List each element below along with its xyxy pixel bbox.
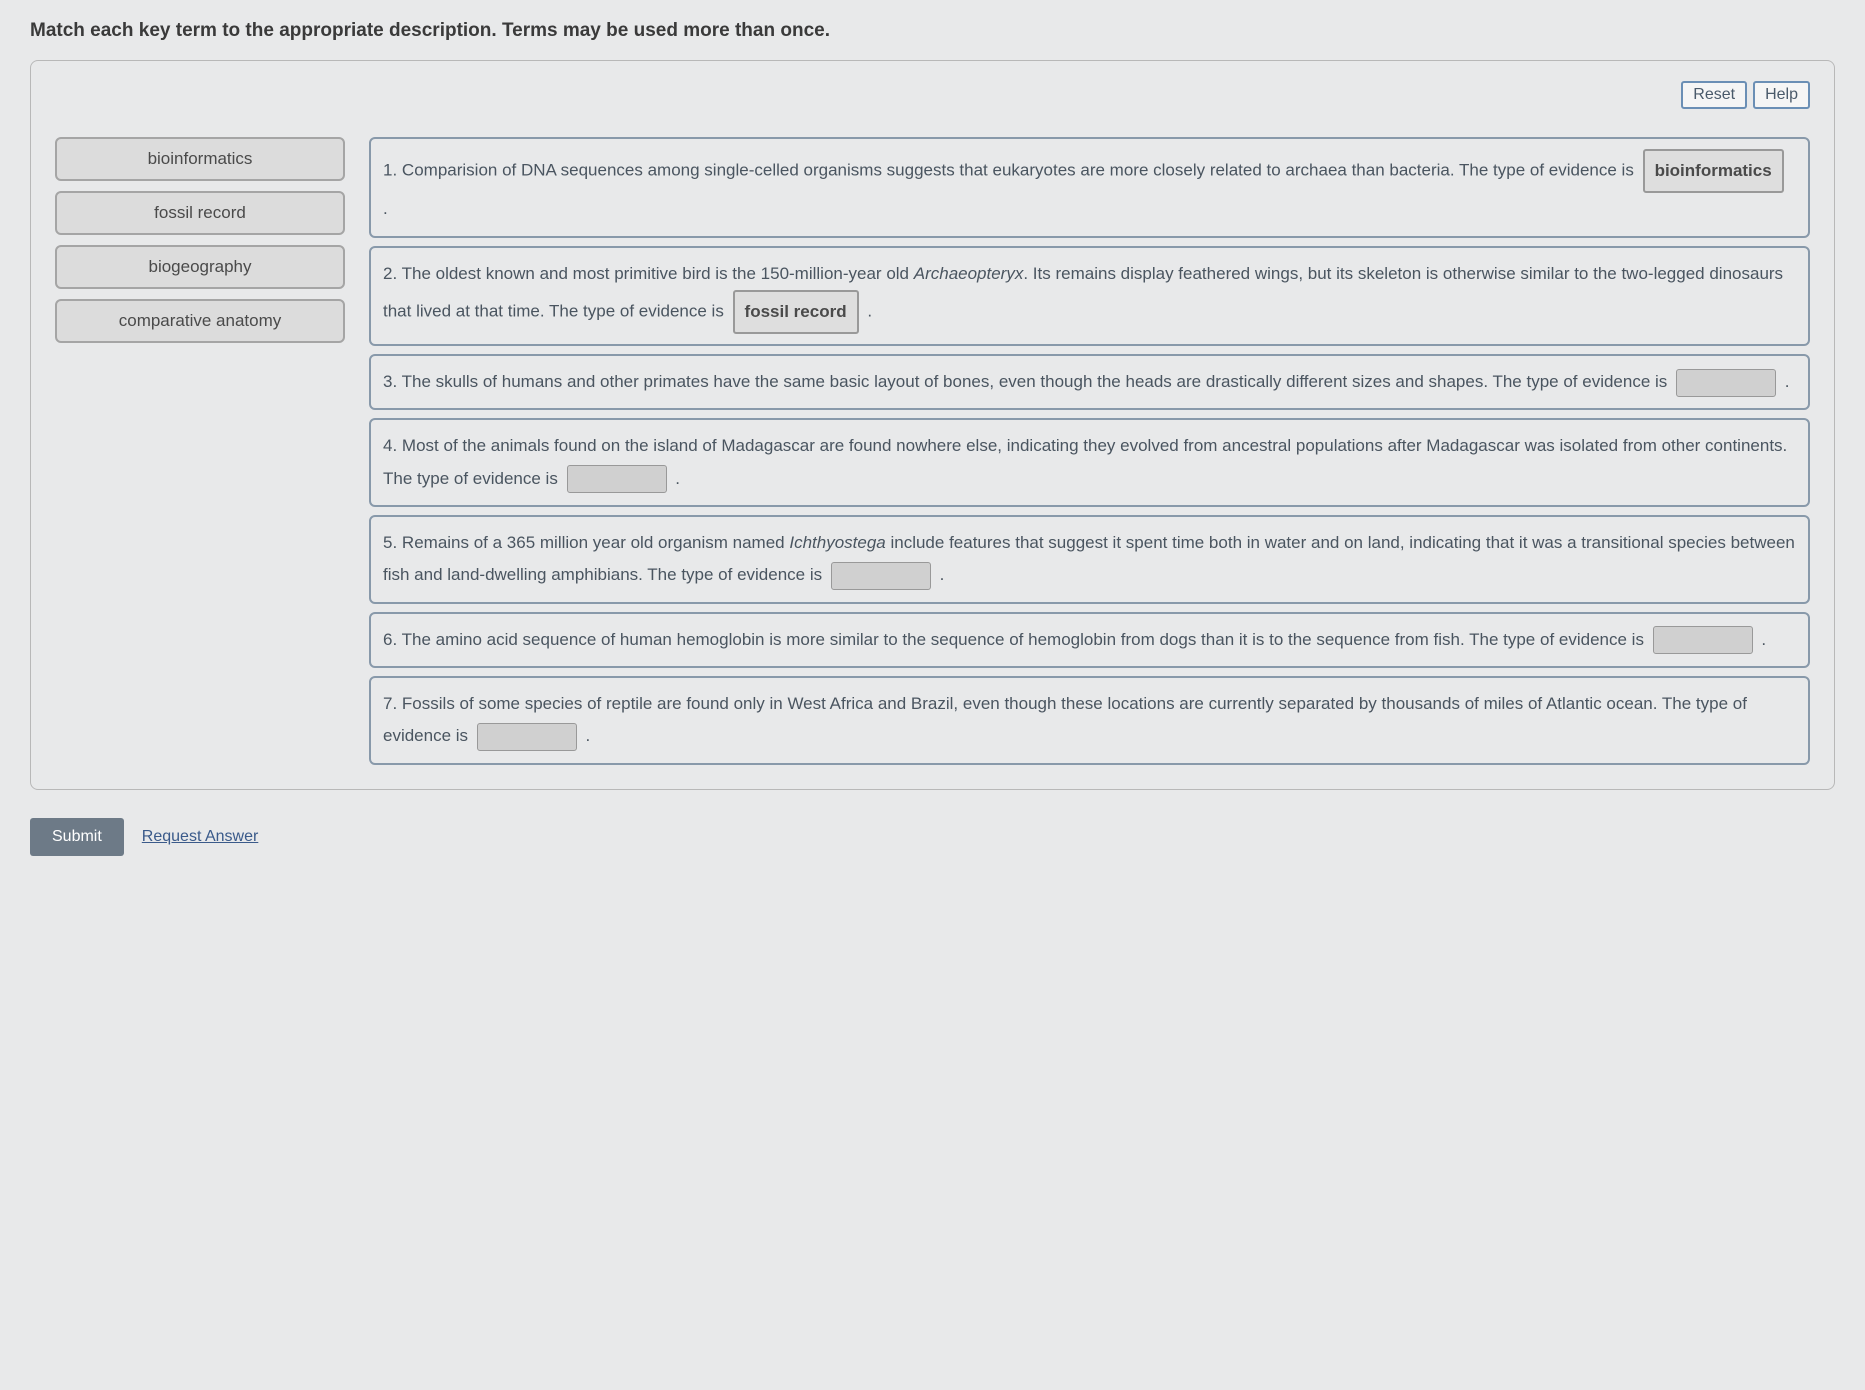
- term-comparative-anatomy[interactable]: comparative anatomy: [55, 299, 345, 343]
- drop-slot-7[interactable]: [477, 723, 577, 751]
- question-number: 4.: [383, 436, 397, 455]
- question-5: 5. Remains of a 365 million year old org…: [369, 515, 1810, 604]
- drop-slot-2[interactable]: fossil record: [733, 290, 859, 334]
- term-fossil-record[interactable]: fossil record: [55, 191, 345, 235]
- instructions-text: Match each key term to the appropriate d…: [30, 20, 1835, 42]
- question-2: 2. The oldest known and most primitive b…: [369, 246, 1810, 347]
- drop-slot-3[interactable]: [1676, 369, 1776, 397]
- question-text: The oldest known and most primitive bird…: [402, 264, 914, 283]
- help-button[interactable]: Help: [1753, 81, 1810, 109]
- term-biogeography[interactable]: biogeography: [55, 245, 345, 289]
- question-text: Remains of a 365 million year old organi…: [402, 533, 789, 552]
- work-area: bioinformatics fossil record biogeograph…: [55, 137, 1810, 765]
- term-bioinformatics[interactable]: bioinformatics: [55, 137, 345, 181]
- question-post: .: [940, 565, 945, 584]
- question-post: .: [867, 302, 872, 321]
- question-post: .: [586, 726, 591, 745]
- question-text: The skulls of humans and other primates …: [402, 372, 1672, 391]
- question-6: 6. The amino acid sequence of human hemo…: [369, 612, 1810, 668]
- question-italic: Ichthyostega: [789, 533, 885, 552]
- question-number: 2.: [383, 264, 397, 283]
- question-3: 3. The skulls of humans and other primat…: [369, 354, 1810, 410]
- question-number: 7.: [383, 694, 397, 713]
- top-button-row: Reset Help: [55, 81, 1810, 109]
- drop-slot-4[interactable]: [567, 465, 667, 493]
- question-post: .: [675, 469, 680, 488]
- question-number: 3.: [383, 372, 397, 391]
- questions-column: 1. Comparision of DNA sequences among si…: [369, 137, 1810, 765]
- question-number: 1.: [383, 161, 397, 180]
- question-text: Comparision of DNA sequences among singl…: [402, 161, 1639, 180]
- footer-row: Submit Request Answer: [30, 818, 1835, 856]
- question-text: The amino acid sequence of human hemoglo…: [402, 630, 1649, 649]
- question-post: .: [383, 199, 388, 218]
- drop-slot-5[interactable]: [831, 562, 931, 590]
- submit-button[interactable]: Submit: [30, 818, 124, 856]
- drop-slot-1[interactable]: bioinformatics: [1643, 149, 1784, 193]
- question-post: .: [1761, 630, 1766, 649]
- question-number: 6.: [383, 630, 397, 649]
- drop-slot-6[interactable]: [1653, 626, 1753, 654]
- question-1: 1. Comparision of DNA sequences among si…: [369, 137, 1810, 238]
- exercise-panel: Reset Help bioinformatics fossil record …: [30, 60, 1835, 790]
- question-4: 4. Most of the animals found on the isla…: [369, 418, 1810, 507]
- terms-column: bioinformatics fossil record biogeograph…: [55, 137, 345, 343]
- reset-button[interactable]: Reset: [1681, 81, 1747, 109]
- question-post: .: [1785, 372, 1790, 391]
- question-number: 5.: [383, 533, 397, 552]
- request-answer-link[interactable]: Request Answer: [142, 828, 259, 846]
- question-7: 7. Fossils of some species of reptile ar…: [369, 676, 1810, 765]
- question-italic: Archaeopteryx: [914, 264, 1024, 283]
